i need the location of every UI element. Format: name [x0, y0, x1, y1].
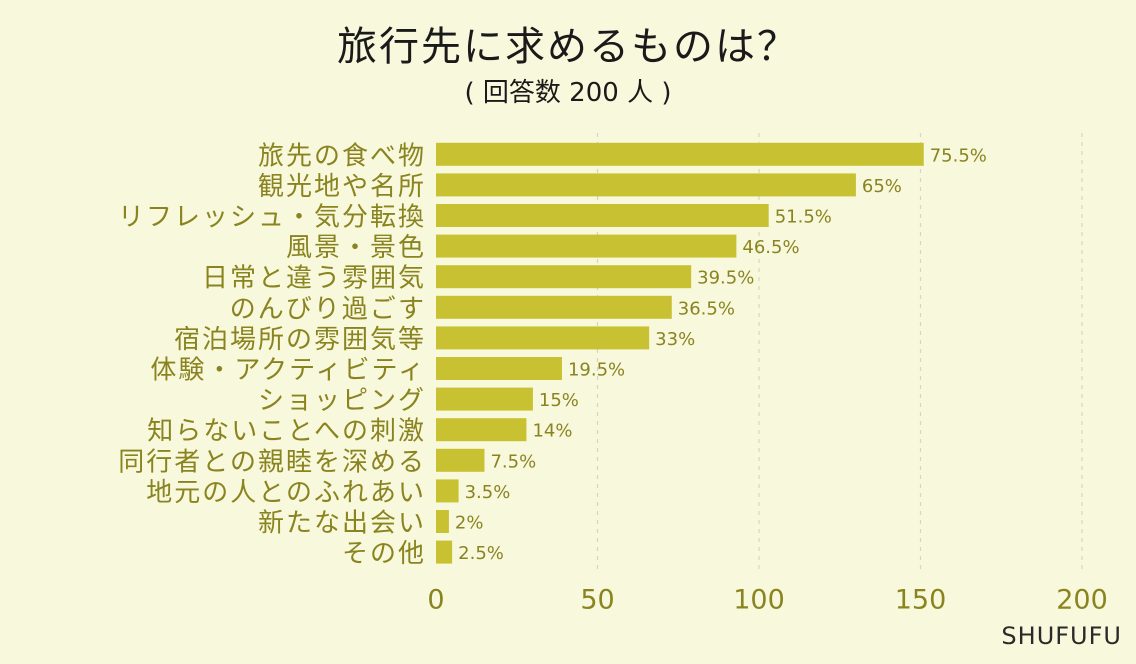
data-label: 46.5%	[742, 237, 799, 258]
bar	[436, 204, 769, 227]
x-tick-label: 50	[580, 584, 614, 615]
bar	[436, 142, 924, 166]
data-label: 19.5%	[568, 360, 625, 381]
x-tick-label: 100	[733, 584, 785, 615]
bar	[436, 510, 449, 533]
bar	[436, 265, 692, 289]
bar	[436, 173, 856, 197]
bar	[436, 234, 737, 258]
bar	[436, 387, 533, 411]
category-label: 同行者との親睦を深める	[118, 447, 426, 477]
bar	[436, 326, 650, 350]
category-label: 新たな出会い	[258, 509, 426, 539]
brand-logo-text: SHUFUFU	[1001, 622, 1122, 650]
bar	[436, 448, 485, 472]
category-label: 宿泊場所の雰囲気等	[174, 325, 426, 355]
chart-subtitle: ( 回答数 200 人 )	[464, 78, 672, 108]
data-label: 14%	[532, 421, 572, 442]
category-label: 地元の人とのふれあい	[146, 478, 426, 508]
chart-title: 旅行先に求めるものは？	[337, 24, 799, 70]
data-label: 2%	[455, 513, 484, 534]
data-label: 15%	[539, 390, 579, 411]
category-label: リフレッシュ・気分転換	[118, 203, 426, 233]
data-label: 75.5%	[930, 145, 987, 166]
data-label: 7.5%	[490, 451, 536, 472]
bar	[436, 357, 562, 380]
category-label: 風景・景色	[286, 233, 426, 263]
category-label: 旅先の食べ物	[258, 141, 426, 171]
x-tick-label: 150	[895, 584, 947, 615]
category-label: のんびり過ごす	[230, 294, 426, 324]
data-label: 2.5%	[458, 543, 504, 564]
x-tick-label: 200	[1056, 584, 1108, 615]
category-label: その他	[342, 539, 426, 569]
data-label: 33%	[655, 329, 695, 350]
category-label: 日常と違う雰囲気	[202, 264, 426, 294]
data-label: 36.5%	[678, 298, 735, 319]
x-tick-label: 0	[427, 584, 444, 615]
bar	[436, 479, 459, 503]
data-label: 65%	[862, 176, 902, 197]
category-label: 観光地や名所	[258, 172, 426, 202]
bar	[436, 540, 453, 564]
category-label: ショッピング	[258, 386, 426, 416]
bar	[436, 418, 527, 442]
category-label: 体験・アクティビティ	[150, 356, 426, 386]
bar	[436, 295, 672, 319]
data-label: 51.5%	[775, 207, 832, 228]
category-label: 知らないことへの刺激	[147, 417, 426, 447]
data-label: 3.5%	[465, 482, 511, 503]
data-label: 39.5%	[697, 268, 754, 289]
